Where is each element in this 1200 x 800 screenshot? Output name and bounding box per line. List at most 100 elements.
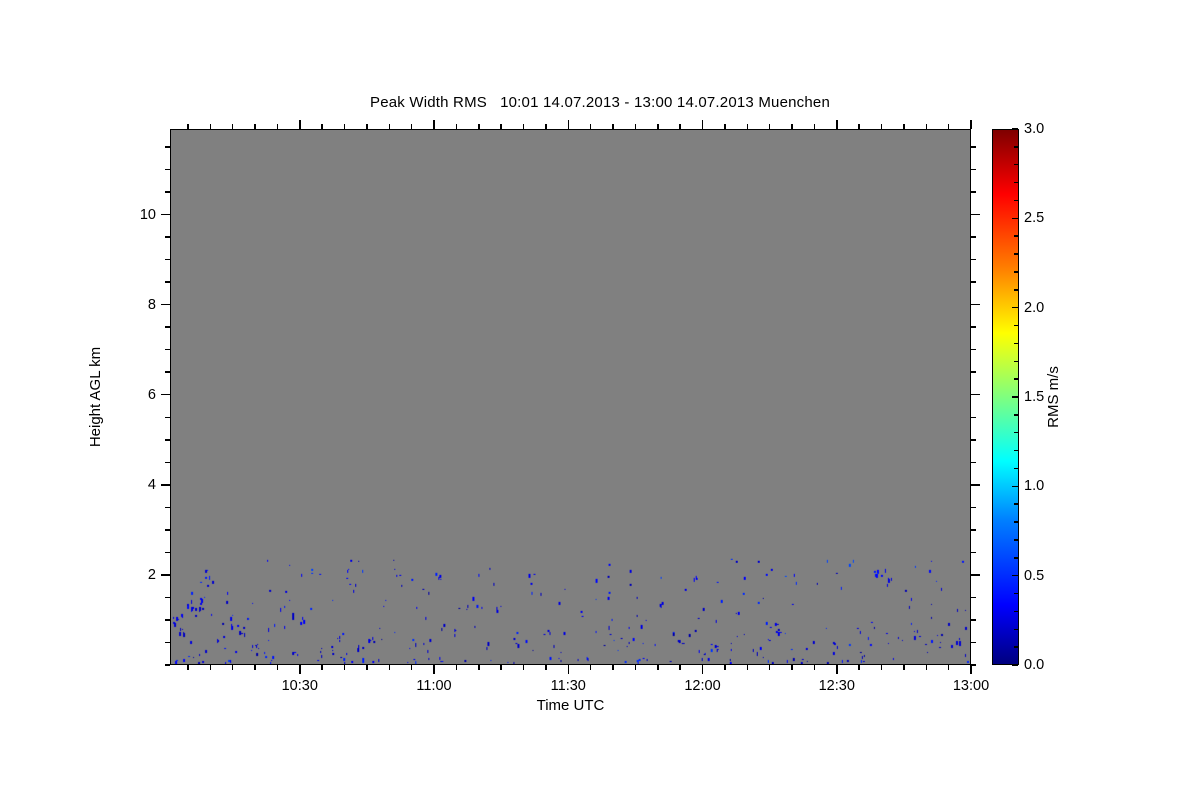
colorbar-tick-label: 1.5 (1024, 389, 1045, 405)
x-tick-minor-top (410, 124, 413, 129)
x-tick-minor-top (724, 124, 726, 129)
x-tick-minor (500, 665, 502, 670)
y-tick-minor (165, 191, 170, 193)
colorbar-tick-minor (1013, 521, 1018, 523)
colorbar-tick-minor (1013, 199, 1018, 202)
x-tick-minor (768, 665, 771, 670)
colorbar-tick-major (1011, 664, 1018, 666)
x-tick-minor-top (589, 124, 592, 129)
x-tick-minor-top (545, 124, 547, 129)
x-tick-minor (903, 665, 905, 670)
colorbar-tick-minor (1013, 646, 1018, 648)
y-tick-major-right (971, 303, 980, 306)
colorbar-tick-label: 3.0 (1024, 121, 1045, 137)
y-tick-major (161, 303, 170, 306)
y-tick-label: 10 (139, 206, 156, 223)
colorbar-tick-minor (1013, 449, 1018, 452)
y-tick-minor-right (971, 258, 976, 261)
y-tick-minor (165, 416, 170, 419)
colorbar-tick-minor (1013, 324, 1018, 327)
x-tick-major-top (701, 120, 704, 129)
x-tick-minor-top (657, 124, 659, 129)
colorbar-tick-minor (1013, 503, 1018, 505)
x-tick-minor (679, 665, 681, 670)
y-tick-minor-right (971, 506, 976, 509)
x-tick-major (433, 665, 435, 674)
x-tick-minor (634, 665, 637, 670)
y-tick-minor (165, 619, 170, 621)
y-tick-minor-right (971, 326, 976, 328)
x-tick-minor-top (947, 124, 950, 129)
y-tick-label: 4 (147, 476, 156, 493)
x-tick-minor-top (522, 124, 525, 129)
y-tick-major (161, 484, 170, 486)
x-tick-minor (254, 665, 256, 670)
x-tick-minor-top (791, 124, 793, 129)
y-tick-minor-right (971, 348, 976, 351)
colorbar-tick-minor (1013, 253, 1018, 255)
y-tick-major-right (971, 574, 980, 576)
x-tick-major (970, 665, 972, 674)
x-tick-label: 12:00 (684, 678, 721, 694)
x-tick-minor-top (612, 124, 614, 129)
colorbar-tick-minor (1013, 539, 1018, 541)
x-tick-major (299, 665, 301, 674)
x-tick-minor (343, 665, 346, 670)
x-tick-minor-top (746, 124, 748, 129)
y-tick-minor-right (971, 281, 976, 283)
y-tick-minor (165, 506, 170, 509)
y-tick-minor-right (971, 461, 976, 464)
colorbar-tick-minor (1013, 431, 1018, 434)
colorbar-tick-minor (1013, 628, 1018, 631)
y-tick-minor (165, 146, 170, 148)
y-tick-minor (165, 641, 170, 644)
y-axis-title: Height AGL km (87, 346, 104, 448)
x-tick-minor (858, 665, 860, 670)
colorbar-tick-minor (1013, 289, 1018, 291)
x-tick-minor-top (679, 124, 681, 129)
x-tick-minor (589, 665, 592, 670)
x-tick-label: 12:30 (818, 678, 855, 694)
y-tick-major-right (971, 213, 980, 216)
colorbar-tick-minor (1013, 467, 1018, 470)
x-tick-minor (231, 665, 234, 670)
x-tick-major-top (299, 120, 301, 129)
y-tick-minor-right (971, 371, 976, 373)
colorbar-tick-minor (1013, 146, 1018, 148)
colorbar-tick-label: 0.5 (1024, 567, 1045, 584)
x-tick-minor-top (321, 124, 323, 129)
y-tick-minor (165, 326, 170, 328)
x-tick-minor (478, 665, 480, 670)
y-tick-minor (165, 236, 170, 238)
colorbar-tick-label: 1.0 (1024, 478, 1045, 495)
x-tick-minor (657, 665, 659, 670)
y-tick-minor (165, 596, 170, 599)
x-tick-minor (925, 665, 927, 670)
y-tick-minor-right (971, 439, 976, 441)
colorbar-tick-major (1011, 574, 1018, 577)
y-tick-minor-right (971, 641, 976, 644)
y-tick-minor-right (971, 619, 976, 621)
x-tick-minor-top (478, 124, 480, 129)
x-tick-minor-top (925, 124, 927, 129)
x-tick-minor (545, 665, 547, 670)
colorbar-tick-label: 2.5 (1024, 210, 1045, 227)
colorbar-tick-minor (1013, 414, 1018, 416)
x-tick-label: 11:00 (416, 678, 452, 694)
x-tick-minor-top (187, 124, 189, 129)
colorbar-tick-minor (1013, 163, 1018, 166)
y-tick-minor-right (971, 529, 976, 531)
x-tick-minor (187, 665, 189, 670)
x-tick-minor (209, 665, 211, 670)
x-tick-minor (724, 665, 726, 670)
x-tick-minor-top (500, 124, 502, 129)
x-tick-minor-top (231, 124, 234, 129)
y-tick-minor-right (971, 596, 976, 599)
y-tick-minor (165, 258, 170, 261)
x-tick-minor-top (858, 124, 860, 129)
x-tick-minor-top (254, 124, 256, 129)
colorbar-tick-minor (1013, 360, 1018, 363)
x-tick-major (567, 665, 569, 674)
colorbar-tick-minor (1013, 342, 1018, 345)
